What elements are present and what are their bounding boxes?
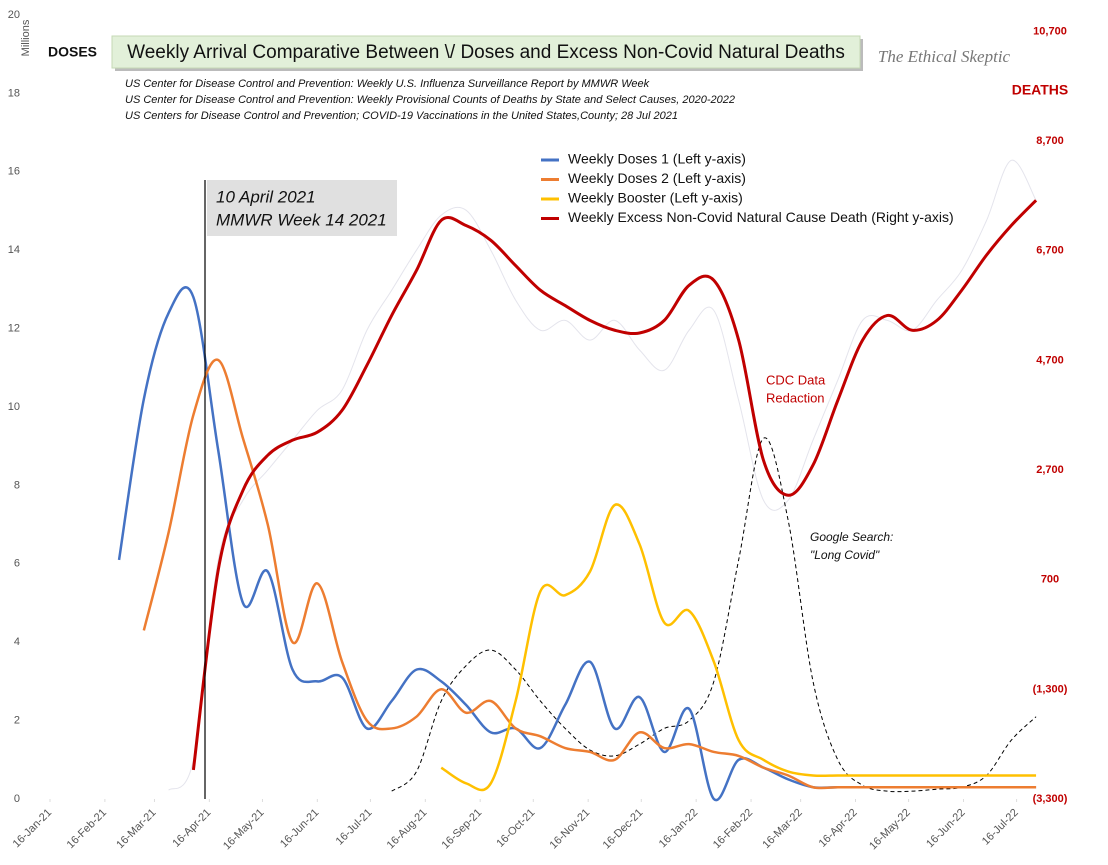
y-axis-label: DOSES: [48, 44, 97, 60]
source: US Centers for Disease Control and Preve…: [125, 110, 678, 122]
y-tick-label: 6: [14, 558, 20, 570]
y-tick-label: 20: [8, 9, 20, 21]
series-line: [440, 503, 1037, 792]
y2-tick-label: 2,700: [1036, 464, 1064, 476]
chart-title: Weekly Arrival Comparative Between \/ Do…: [127, 42, 845, 63]
watermark: The Ethical Skeptic: [878, 47, 1011, 66]
y-tick-label: 14: [8, 244, 20, 256]
series-line: [168, 159, 1037, 791]
y2-tick-label: 8,700: [1036, 135, 1064, 147]
annotation: Redaction: [766, 390, 825, 405]
source: US Center for Disease Control and Preven…: [125, 94, 735, 106]
source: US Center for Disease Control and Preven…: [125, 78, 650, 90]
y2-tick-label: 10,700: [1033, 25, 1067, 37]
annotation: 10 April 2021: [216, 187, 316, 206]
y-tick-label: 2: [14, 715, 20, 727]
y2-tick-label: (1,300): [1033, 683, 1068, 695]
legend-label: Weekly Doses 2 (Left y-axis): [568, 170, 746, 186]
legend-label: Weekly Excess Non-Covid Natural Cause De…: [568, 209, 954, 225]
series-line: [142, 358, 1037, 790]
legend-label: Weekly Doses 1 (Left y-axis): [568, 151, 746, 167]
annotation-box: [207, 180, 397, 236]
annotation: MMWR Week 14 2021: [216, 210, 387, 229]
series-line: [191, 199, 1038, 771]
title-box: [111, 35, 861, 69]
y2-tick-label: 700: [1041, 574, 1059, 586]
annotation: CDC Data: [766, 372, 826, 387]
series-line: [391, 437, 1037, 793]
annotation: Google Search:: [810, 530, 893, 544]
y2-axis-label: DEATHS: [1012, 82, 1069, 98]
y-tick-label: 4: [14, 636, 20, 648]
y-tick-label: 18: [8, 87, 20, 99]
y-tick-label: 8: [14, 479, 20, 491]
y2-tick-label: 4,700: [1036, 354, 1064, 366]
y-unit: Millions: [20, 19, 32, 56]
y2-tick-label: 6,700: [1036, 245, 1064, 257]
y-tick-label: 0: [14, 793, 20, 805]
legend-label: Weekly Booster (Left y-axis): [568, 190, 743, 206]
y-tick-label: 16: [8, 166, 20, 178]
y-tick-label: 12: [8, 323, 20, 335]
y-tick-label: 10: [8, 401, 20, 413]
annotation: "Long Covid": [810, 548, 880, 562]
y2-tick-label: (3,300): [1033, 793, 1068, 805]
